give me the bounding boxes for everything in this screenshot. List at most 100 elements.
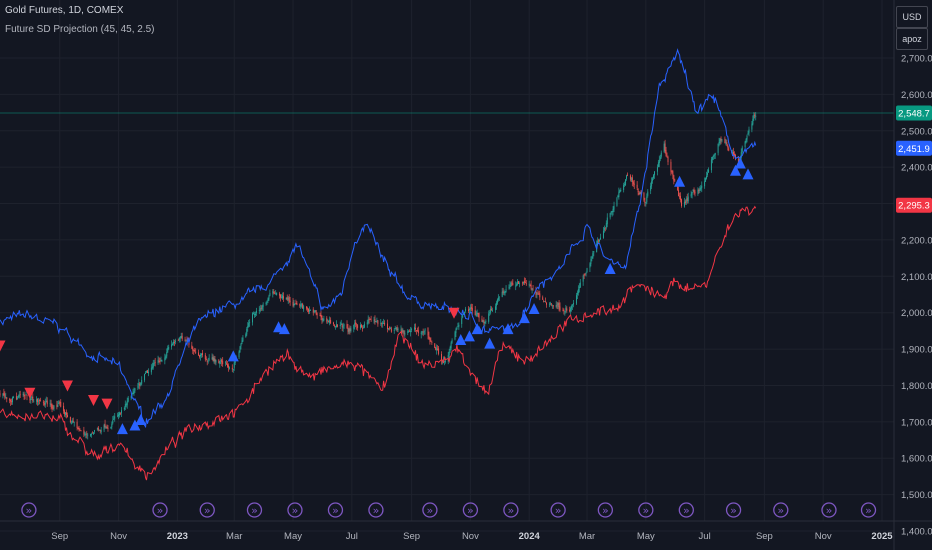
- candle-body: [225, 362, 227, 364]
- candle-body: [395, 328, 397, 329]
- candle-body: [450, 342, 452, 349]
- user-button[interactable]: apoz: [896, 28, 928, 50]
- candle-body: [334, 326, 336, 328]
- buy-signal-triangle: [502, 323, 514, 335]
- event-marker-icon[interactable]: »: [199, 502, 215, 518]
- candle-body: [114, 416, 116, 419]
- candle-body: [697, 189, 699, 194]
- candle-body: [387, 323, 388, 329]
- buy-signal-triangle: [471, 323, 483, 335]
- candle-body: [644, 201, 646, 204]
- candle-body: [323, 318, 325, 320]
- indicator-label[interactable]: Future SD Projection (45, 45, 2.5): [5, 24, 155, 35]
- candle-body: [464, 311, 466, 315]
- candle-body: [254, 314, 255, 316]
- candle-body: [529, 284, 531, 286]
- candle-body: [303, 306, 305, 310]
- buy-signal-triangle: [484, 337, 496, 349]
- candle-body: [174, 340, 176, 342]
- event-marker-icon[interactable]: »: [597, 502, 614, 518]
- candle-body: [146, 370, 147, 373]
- event-marker-glyph: »: [777, 504, 784, 517]
- time-axis[interactable]: Sep Nov 2023 Mar May Jul Sep Nov 2024 Mar May Jul Se…: [0, 520, 932, 542]
- event-marker-icon[interactable]: »: [638, 502, 654, 518]
- candle-body: [328, 320, 330, 323]
- price-axis[interactable]: 2,700.02,600.02,500.02,400.02,300.02,200…: [893, 0, 932, 550]
- candle-body: [666, 156, 668, 158]
- candle-body: [363, 323, 365, 328]
- event-marker-icon[interactable]: »: [860, 502, 877, 518]
- event-marker-glyph: »: [26, 504, 33, 517]
- candle-body: [5, 397, 7, 399]
- event-marker-icon[interactable]: »: [21, 502, 37, 518]
- candle-body: [306, 306, 307, 309]
- event-marker-icon[interactable]: »: [550, 502, 566, 518]
- candle-body: [381, 322, 383, 324]
- candle-body: [226, 363, 227, 365]
- candle-body: [572, 304, 574, 306]
- candle-body: [631, 177, 633, 183]
- candle-body: [524, 282, 526, 283]
- buy-signal-triangle: [455, 333, 467, 345]
- candle-body: [536, 293, 538, 295]
- x-tick-label: Nov: [462, 531, 479, 542]
- candle-body: [80, 430, 82, 432]
- event-marker-icon[interactable]: »: [503, 502, 519, 518]
- candle-body: [584, 274, 586, 276]
- symbol-title[interactable]: Gold Futures, 1D, COMEX: [5, 5, 124, 16]
- event-marker-icon[interactable]: »: [462, 502, 479, 518]
- event-marker-icon[interactable]: »: [327, 502, 344, 518]
- candle-body: [573, 303, 574, 305]
- candle-body: [222, 361, 224, 365]
- event-marker-icon[interactable]: »: [678, 502, 694, 518]
- candle-body: [509, 285, 511, 287]
- y-tick-label: 2,400.0: [901, 163, 932, 174]
- candle-body: [204, 354, 206, 360]
- event-marker-icon[interactable]: »: [725, 502, 742, 518]
- candle-body: [637, 188, 639, 193]
- candle-body: [254, 313, 256, 316]
- event-marker-icon[interactable]: »: [152, 502, 168, 518]
- candle-body: [543, 300, 545, 302]
- candle-body: [78, 428, 80, 431]
- candle-body: [147, 371, 149, 374]
- event-marker-icon[interactable]: »: [368, 502, 384, 518]
- candle-body: [193, 350, 195, 351]
- candle-body: [599, 240, 601, 242]
- event-marker-icon[interactable]: »: [246, 502, 263, 518]
- event-marker-icon[interactable]: »: [821, 502, 837, 518]
- candle-body: [451, 340, 453, 343]
- event-marker-icon[interactable]: »: [287, 502, 303, 518]
- event-marker-icon[interactable]: »: [773, 502, 789, 518]
- candle-body: [329, 319, 331, 324]
- candle-body: [393, 330, 395, 331]
- candle-body: [37, 398, 39, 403]
- buy-signal-triangle: [463, 330, 475, 342]
- candle-body: [691, 192, 693, 195]
- candle-body: [388, 327, 390, 329]
- candle-body: [532, 288, 534, 290]
- candle-body: [474, 310, 476, 316]
- candle-body: [518, 281, 520, 284]
- y-tick-label: 2,000.0: [901, 308, 932, 319]
- candle-body: [542, 297, 544, 300]
- candle-body: [84, 434, 86, 436]
- candle-body: [140, 382, 142, 385]
- candle-body: [741, 147, 743, 152]
- candle-body: [583, 274, 585, 276]
- candle-body: [376, 320, 378, 322]
- candle-body: [167, 347, 169, 353]
- candle-body: [168, 347, 170, 349]
- candle-body: [49, 403, 51, 405]
- currency-button[interactable]: USD: [896, 6, 928, 28]
- candle-body: [79, 429, 81, 431]
- candle-body: [67, 415, 68, 418]
- candle-body: [600, 237, 601, 240]
- candle-body: [592, 253, 594, 259]
- candle-body: [670, 161, 672, 172]
- candle-body: [748, 129, 750, 133]
- event-markers[interactable]: » » » » » » » » » » » » » » » » » »: [21, 502, 877, 518]
- event-marker-icon[interactable]: »: [422, 502, 438, 518]
- candlesticks: [0, 112, 757, 440]
